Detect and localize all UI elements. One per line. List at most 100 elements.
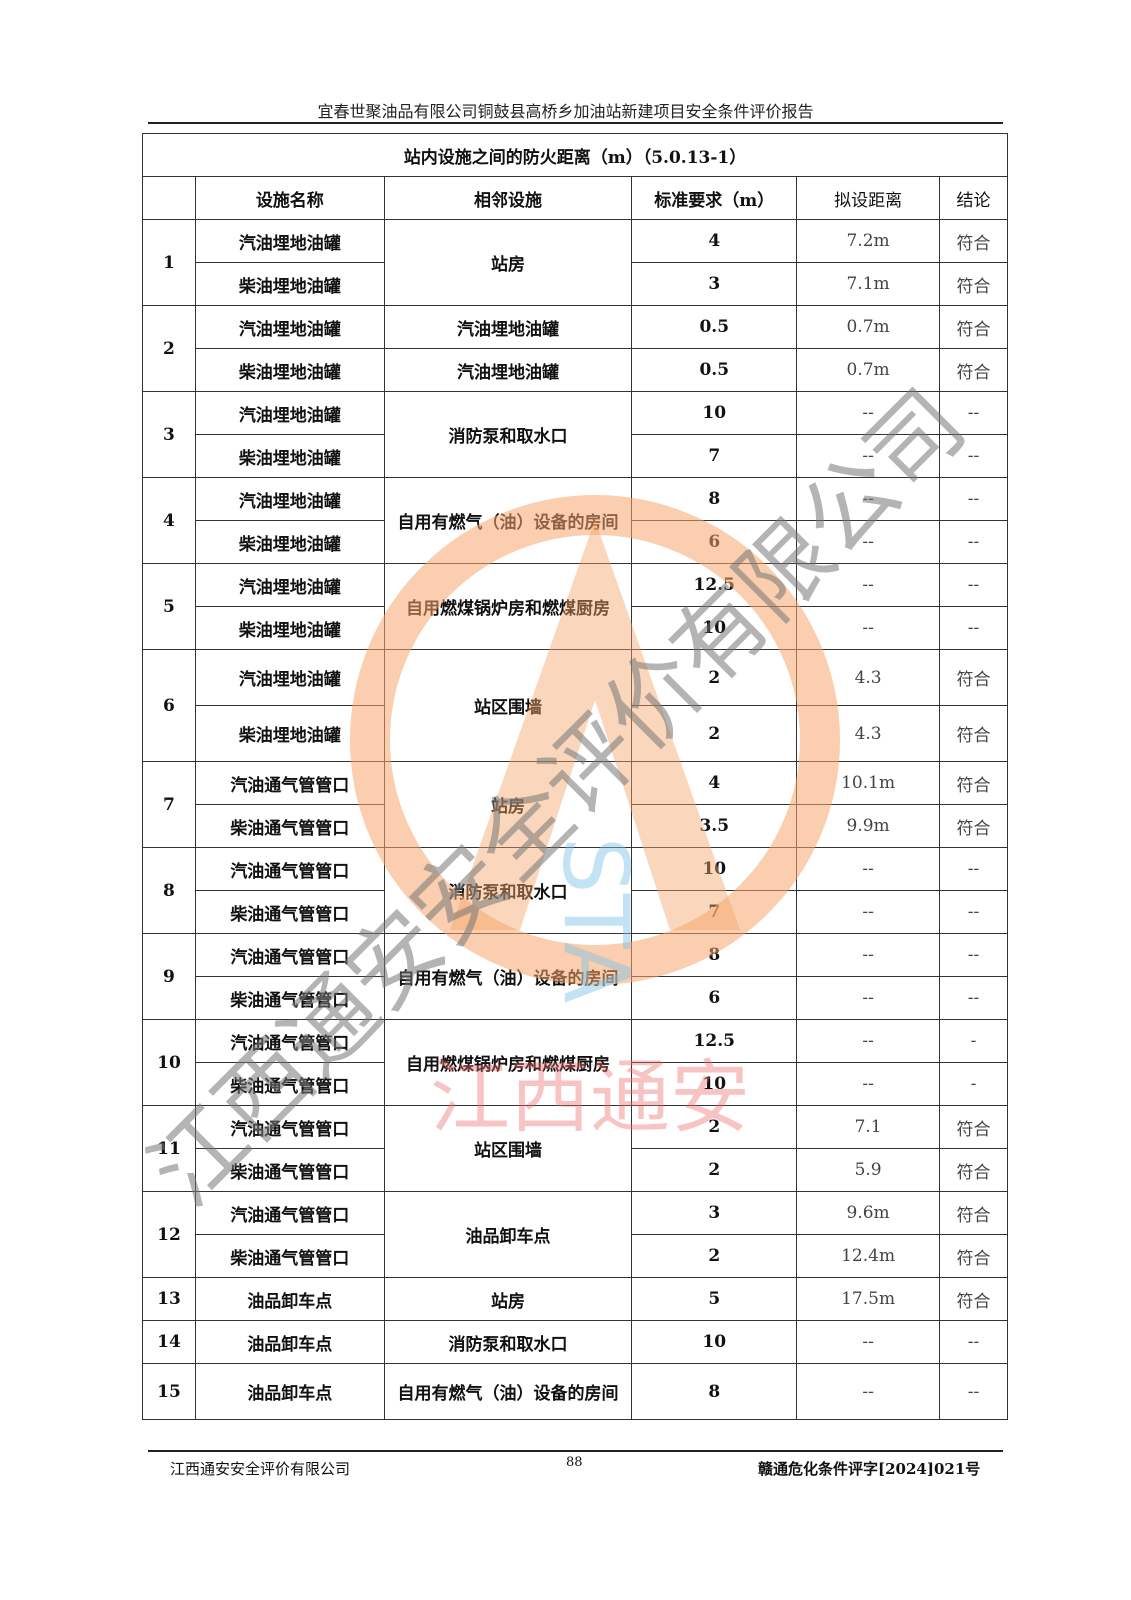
table-row: 柴油通气管管口 2 12.4m 符合 <box>143 1234 1008 1278</box>
planned-distance: -- <box>796 847 941 891</box>
table-row: 5 汽油埋地油罐 自用燃煤锅炉房和燃煤厨房 12.5 -- -- <box>142 563 1008 650</box>
conclusion: -- <box>939 434 1008 478</box>
table-row: 柴油通气管管口 6 -- -- <box>143 976 1008 1020</box>
standard-requirement: 3 <box>631 262 798 306</box>
planned-distance: 9.9m <box>796 804 941 848</box>
standard-requirement: 4 <box>631 219 798 263</box>
facility-name: 柴油通气管管口 <box>194 1062 385 1106</box>
planned-distance: 12.4m <box>796 1234 941 1278</box>
facility-name: 汽油埋地油罐 <box>194 305 385 349</box>
conclusion: 符合 <box>939 348 1008 392</box>
conclusion: 符合 <box>939 1277 1008 1321</box>
facility-name: 汽油埋地油罐 <box>194 391 385 435</box>
standard-requirement: 12.5 <box>631 563 798 607</box>
conclusion: - <box>939 1019 1008 1063</box>
facility-name: 柴油通气管管口 <box>194 890 385 934</box>
document-number: 赣通危化条件评字[2024]021号 <box>758 1460 981 1478</box>
standard-requirement: 5 <box>631 1277 798 1321</box>
table-row: 8 汽油通气管管口 消防泵和取水口 10 -- -- <box>142 847 1008 934</box>
standard-requirement: 8 <box>631 1363 798 1420</box>
facility-name: 柴油通气管管口 <box>194 1234 385 1278</box>
adjacent-facility: 自用燃煤锅炉房和燃煤厨房 <box>383 1019 633 1106</box>
standard-requirement: 10 <box>631 847 798 891</box>
conclusion: 符合 <box>939 1148 1008 1192</box>
standard-requirement: 0.5 <box>631 305 798 349</box>
table-row: 2 汽油埋地油罐 汽油埋地油罐 0.5 0.7m 符合 <box>142 305 1008 392</box>
row-number: 1 <box>142 219 196 306</box>
planned-distance: -- <box>796 933 941 977</box>
facility-name: 汽油埋地油罐 <box>194 563 385 607</box>
facility-name: 汽油通气管管口 <box>194 847 385 891</box>
adjacent-facility: 汽油埋地油罐 <box>383 348 633 392</box>
row-number: 11 <box>142 1105 196 1192</box>
planned-distance: 5.9 <box>796 1148 941 1192</box>
row-number: 15 <box>142 1363 196 1420</box>
column-header: 设施名称 <box>194 176 385 220</box>
footer-rule <box>148 1450 1003 1452</box>
planned-distance: -- <box>796 1363 941 1420</box>
adjacent-facility: 自用有燃气（油）设备的房间 <box>383 477 633 564</box>
planned-distance: 7.2m <box>796 219 941 263</box>
facility-name: 柴油埋地油罐 <box>194 520 385 564</box>
table-row: 9 汽油通气管管口 自用有燃气（油）设备的房间 8 -- -- <box>142 933 1008 1020</box>
adjacent-facility: 站区围墙 <box>383 649 633 762</box>
table-row: 柴油埋地油罐 3 7.1m 符合 <box>143 262 1008 306</box>
table-row: 10 汽油通气管管口 自用燃煤锅炉房和燃煤厨房 12.5 -- - <box>142 1019 1008 1106</box>
column-header: 结论 <box>939 176 1008 220</box>
standard-requirement: 7 <box>631 890 798 934</box>
standard-requirement: 2 <box>631 1105 798 1149</box>
table-row: 11 汽油通气管管口 站区围墙 2 7.1 符合 <box>142 1105 1008 1192</box>
conclusion: 符合 <box>939 262 1008 306</box>
facility-name: 柴油埋地油罐 <box>194 434 385 478</box>
column-header: 标准要求（m） <box>631 176 798 220</box>
table-row: 14 油品卸车点 消防泵和取水口 10 -- -- <box>142 1320 1008 1364</box>
planned-distance: -- <box>796 434 941 478</box>
column-header: 拟设距离 <box>796 176 941 220</box>
standard-requirement: 3 <box>631 1191 798 1235</box>
conclusion: -- <box>939 477 1008 521</box>
adjacent-facility: 站房 <box>383 761 633 848</box>
conclusion: 符合 <box>939 219 1008 263</box>
facility-name: 汽油埋地油罐 <box>194 477 385 521</box>
column-header: 相邻设施 <box>383 176 633 220</box>
row-number: 7 <box>142 761 196 848</box>
conclusion: -- <box>939 933 1008 977</box>
conclusion: -- <box>939 520 1008 564</box>
facility-name: 汽油埋地油罐 <box>194 219 385 263</box>
adjacent-facility: 油品卸车点 <box>383 1191 633 1278</box>
adjacent-facility: 消防泵和取水口 <box>383 1320 633 1364</box>
adjacent-facility: 自用有燃气（油）设备的房间 <box>383 933 633 1020</box>
adjacent-facility: 自用有燃气（油）设备的房间 <box>383 1363 633 1420</box>
row-number: 12 <box>142 1191 196 1278</box>
planned-distance: -- <box>796 1320 941 1364</box>
row-number: 9 <box>142 933 196 1020</box>
table-row: 4 汽油埋地油罐 自用有燃气（油）设备的房间 8 -- -- <box>142 477 1008 564</box>
header-rule <box>148 122 1003 124</box>
table-row: 1 汽油埋地油罐 站房 4 7.2m 符合 <box>142 219 1008 306</box>
planned-distance: -- <box>796 1062 941 1106</box>
planned-distance: -- <box>796 890 941 934</box>
planned-distance: -- <box>796 563 941 607</box>
planned-distance: 9.6m <box>796 1191 941 1235</box>
facility-name: 汽油通气管管口 <box>194 1105 385 1149</box>
table-row: 柴油通气管管口 2 5.9 符合 <box>143 1148 1008 1192</box>
adjacent-facility: 消防泵和取水口 <box>383 391 633 478</box>
standard-requirement: 8 <box>631 933 798 977</box>
planned-distance: 17.5m <box>796 1277 941 1321</box>
column-header <box>142 176 196 220</box>
row-number: 6 <box>142 649 196 762</box>
table-row: 12 汽油通气管管口 油品卸车点 3 9.6m 符合 <box>142 1191 1008 1278</box>
row-number: 2 <box>142 305 196 392</box>
conclusion: 符合 <box>939 1191 1008 1235</box>
table-row: 15 油品卸车点 自用有燃气（油）设备的房间 8 -- -- <box>142 1363 1008 1420</box>
planned-distance: -- <box>796 520 941 564</box>
adjacent-facility: 站区围墙 <box>383 1105 633 1192</box>
planned-distance: 0.7m <box>796 348 941 392</box>
running-header: 宜春世聚油品有限公司铜鼓县高桥乡加油站新建项目安全条件评价报告 <box>317 102 814 121</box>
conclusion: - <box>939 1062 1008 1106</box>
standard-requirement: 3.5 <box>631 804 798 848</box>
adjacent-facility: 站房 <box>383 219 633 306</box>
adjacent-facility: 消防泵和取水口 <box>383 847 633 934</box>
facility-name: 汽油通气管管口 <box>194 1019 385 1063</box>
